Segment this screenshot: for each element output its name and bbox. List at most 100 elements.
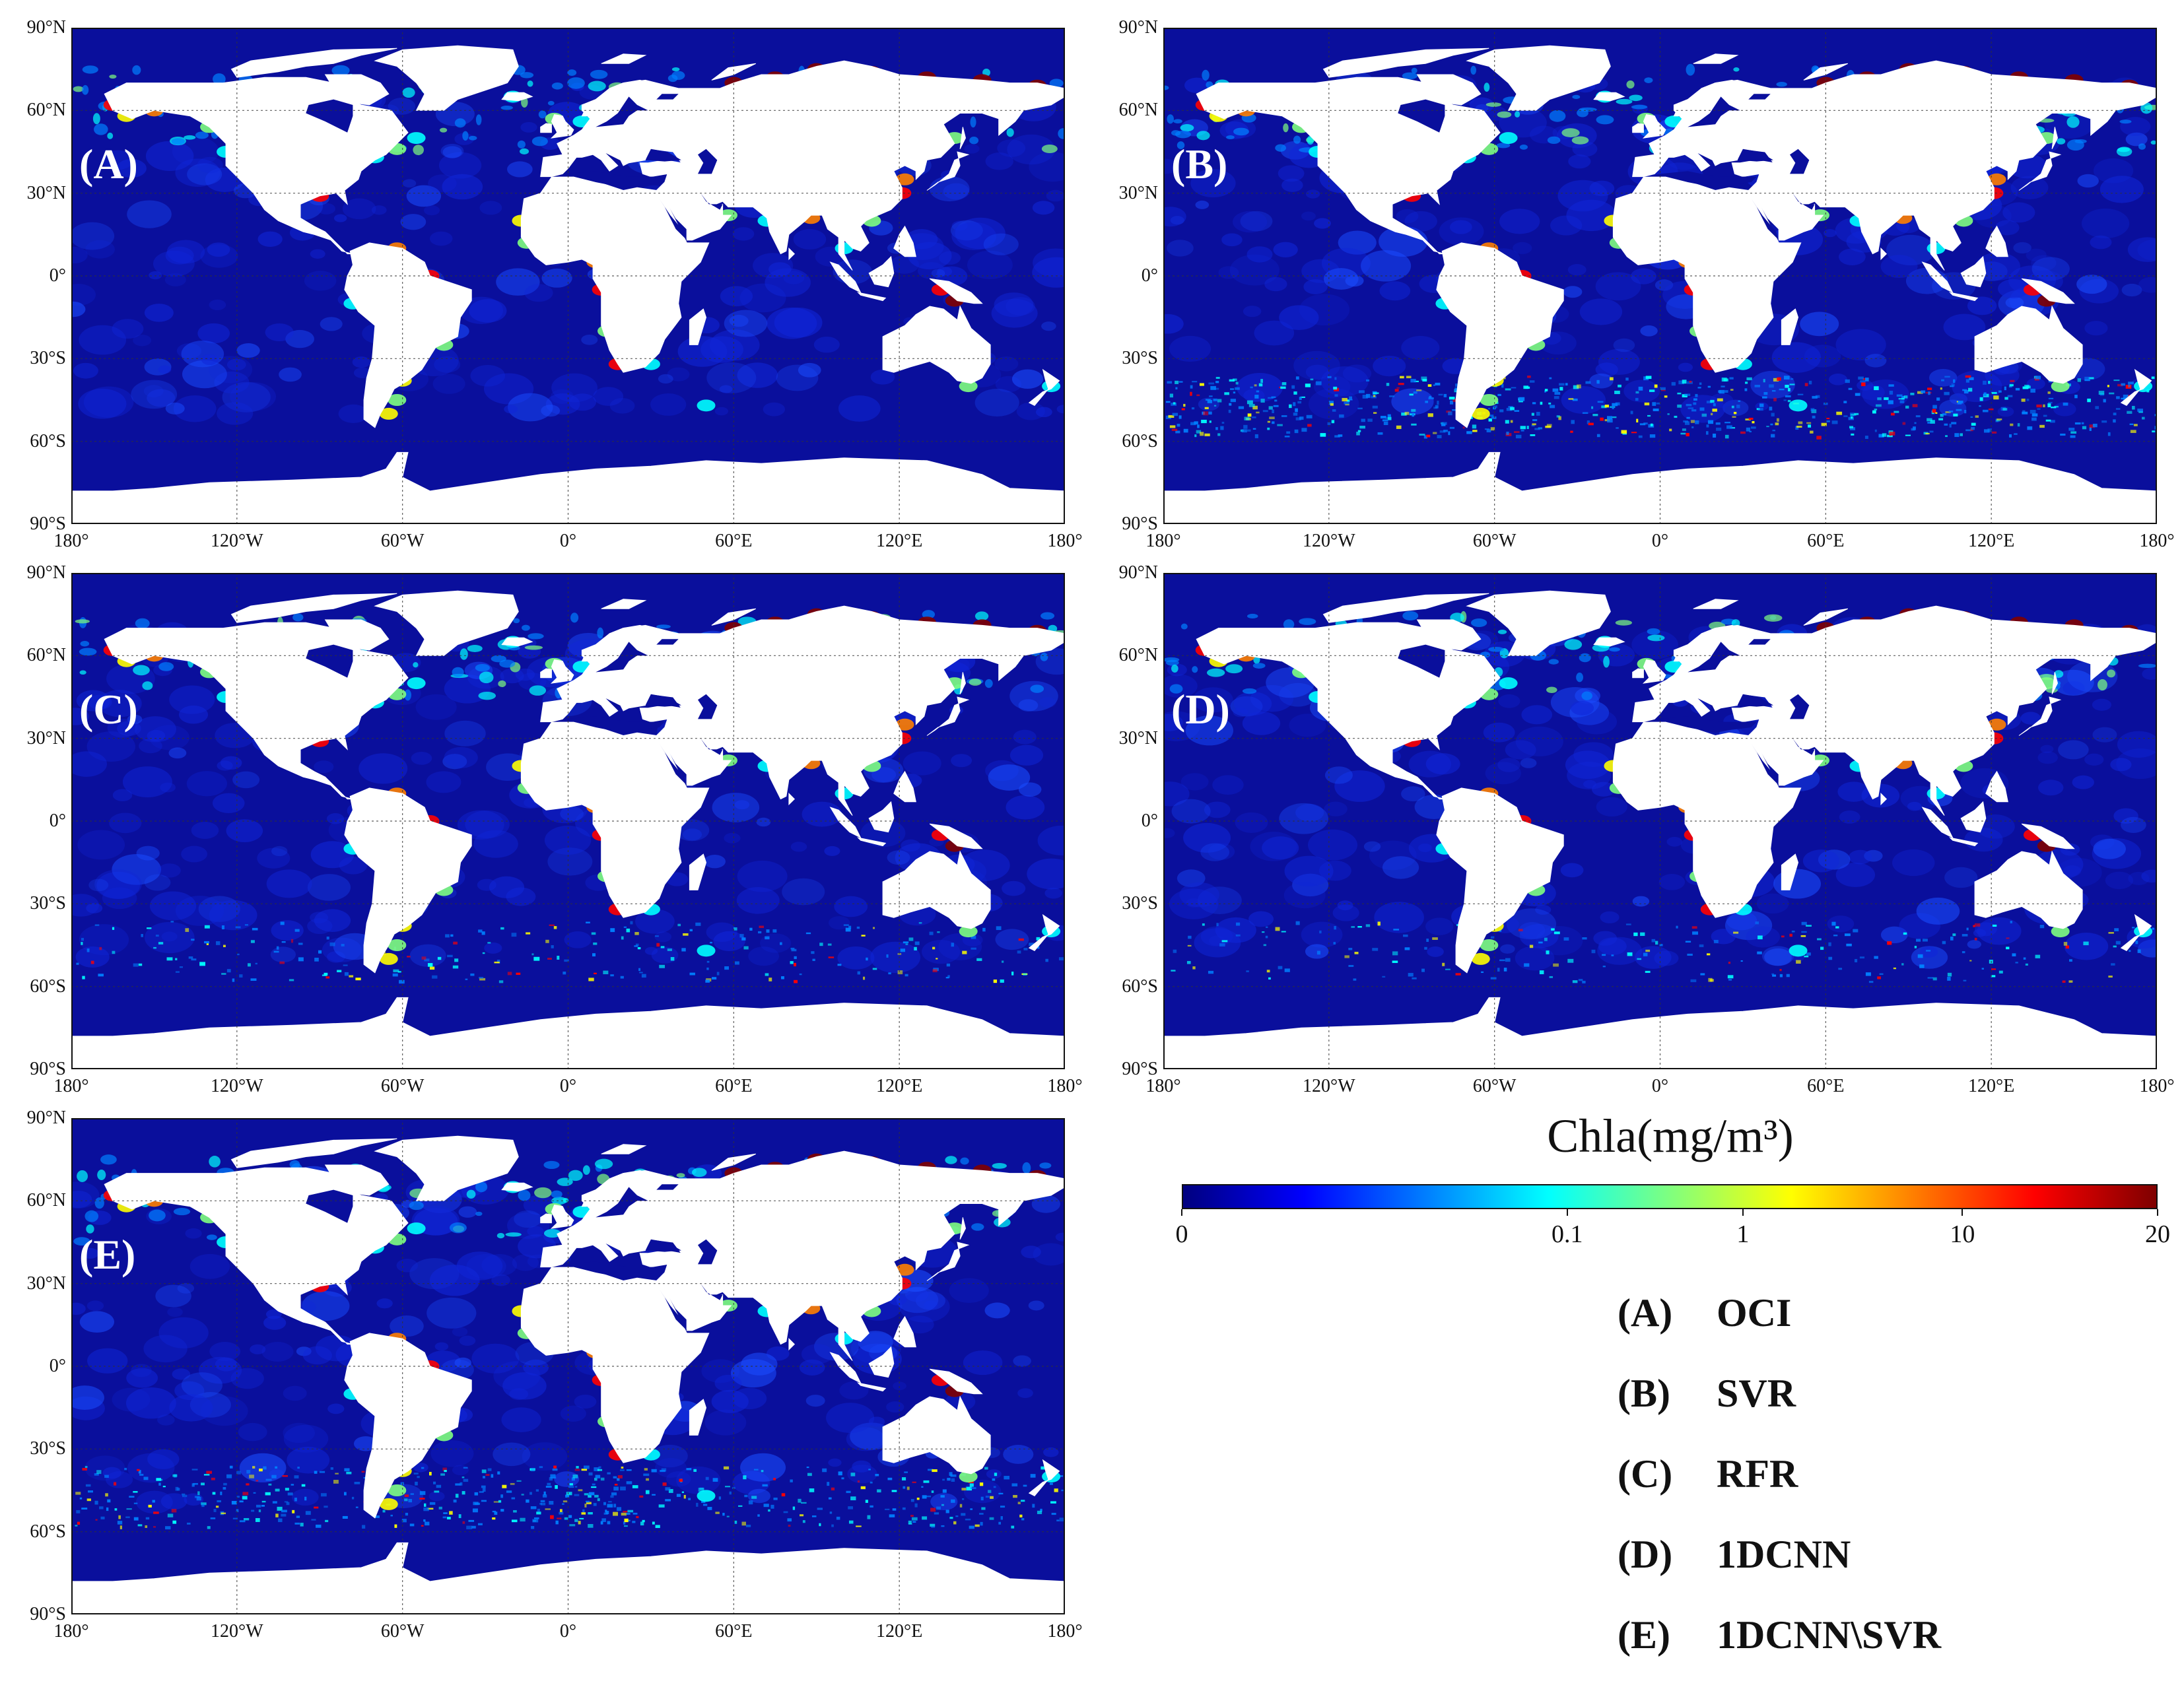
colorbar-tick-label: 0.1 xyxy=(1528,1220,1607,1249)
latitude-label: 60°N xyxy=(1100,645,1158,666)
longitude-label: 180° xyxy=(2111,531,2184,552)
legend-item: (C)RFR xyxy=(1618,1451,1941,1532)
longitude-label: 60°W xyxy=(357,531,449,552)
chla-map xyxy=(71,1118,1065,1614)
latitude-label: 30°S xyxy=(8,893,66,914)
longitude-label: 120°W xyxy=(1283,531,1375,552)
legend-item: (B)SVR xyxy=(1618,1371,1941,1451)
longitude-label: 180° xyxy=(1019,531,1111,552)
colorbar-tick-label: 20 xyxy=(2118,1220,2184,1249)
legend-name: RFR xyxy=(1717,1452,1798,1496)
map-panel-a: (A) xyxy=(71,28,1065,524)
longitude-label: 120°E xyxy=(1945,1076,2037,1097)
colorbar-tick-label: 0 xyxy=(1142,1220,1221,1249)
latitude-label: 60°S xyxy=(8,976,66,997)
longitude-label: 180° xyxy=(1117,531,1210,552)
colorbar-tick xyxy=(1181,1209,1182,1216)
longitude-label: 120°E xyxy=(853,1076,945,1097)
map-panel-d: (D) xyxy=(1163,573,2157,1069)
longitude-label: 60°E xyxy=(1779,1076,1872,1097)
longitude-label: 120°W xyxy=(191,531,283,552)
legend-item: (A)OCI xyxy=(1618,1290,1941,1371)
panel-letter: (B) xyxy=(1171,140,1227,189)
latitude-label: 60°N xyxy=(8,645,66,666)
latitude-label: 30°S xyxy=(8,348,66,369)
latitude-label: 90°N xyxy=(1100,17,1158,38)
legend-code: (E) xyxy=(1618,1612,1717,1658)
longitude-label: 120°W xyxy=(1283,1076,1375,1097)
colorbar-title: Chla(mg/m³) xyxy=(1175,1109,2166,1164)
longitude-label: 180° xyxy=(25,1076,118,1097)
legend-name: 1DCNN\SVR xyxy=(1717,1613,1941,1657)
latitude-label: 0° xyxy=(1100,811,1158,832)
latitude-label: 30°N xyxy=(1100,728,1158,749)
legend-name: 1DCNN xyxy=(1717,1533,1851,1576)
longitude-label: 60°E xyxy=(687,531,780,552)
latitude-label: 90°N xyxy=(1100,562,1158,583)
legend-code: (D) xyxy=(1618,1532,1717,1577)
legend-name: OCI xyxy=(1717,1291,1791,1335)
longitude-label: 60°W xyxy=(1449,531,1541,552)
longitude-label: 0° xyxy=(522,1621,615,1642)
latitude-label: 30°S xyxy=(1100,893,1158,914)
latitude-label: 60°S xyxy=(8,1521,66,1543)
latitude-label: 30°N xyxy=(8,1273,66,1294)
map-panel-e: (E) xyxy=(71,1118,1065,1614)
legend-name: SVR xyxy=(1717,1372,1796,1415)
longitude-label: 60°E xyxy=(1779,531,1872,552)
longitude-label: 60°E xyxy=(687,1076,780,1097)
latitude-label: 30°S xyxy=(8,1438,66,1459)
latitude-label: 60°S xyxy=(1100,431,1158,452)
colorbar-tick-label: 10 xyxy=(1923,1220,2002,1249)
colorbar-gradient xyxy=(1182,1184,2158,1209)
latitude-label: 30°S xyxy=(1100,348,1158,369)
longitude-label: 60°E xyxy=(687,1621,780,1642)
latitude-label: 60°S xyxy=(1100,976,1158,997)
latitude-label: 0° xyxy=(8,1356,66,1377)
longitude-label: 180° xyxy=(1019,1621,1111,1642)
latitude-label: 0° xyxy=(1100,265,1158,286)
longitude-label: 0° xyxy=(522,531,615,552)
panel-letter: (C) xyxy=(79,685,138,734)
latitude-label: 60°N xyxy=(1100,100,1158,121)
method-legend: (A)OCI (B)SVR (C)RFR (D)1DCNN (E)1DCNN\S… xyxy=(1618,1290,1941,1693)
colorbar-tick xyxy=(1567,1209,1568,1216)
latitude-label: 30°N xyxy=(8,728,66,749)
chla-map xyxy=(1163,28,2157,524)
latitude-label: 60°N xyxy=(8,100,66,121)
map-panel-b: (B) xyxy=(1163,28,2157,524)
longitude-label: 120°W xyxy=(191,1076,283,1097)
latitude-label: 60°S xyxy=(8,431,66,452)
longitude-label: 120°E xyxy=(1945,531,2037,552)
longitude-label: 0° xyxy=(1614,531,1707,552)
map-panel-c: (C) xyxy=(71,573,1065,1069)
colorbar-tick-label: 1 xyxy=(1703,1220,1783,1249)
colorbar-tick xyxy=(1742,1209,1744,1216)
latitude-label: 30°N xyxy=(1100,183,1158,204)
longitude-label: 120°E xyxy=(853,531,945,552)
panel-letter: (E) xyxy=(79,1230,135,1279)
chla-map xyxy=(71,573,1065,1069)
longitude-label: 60°W xyxy=(357,1076,449,1097)
longitude-label: 180° xyxy=(25,531,118,552)
longitude-label: 180° xyxy=(2111,1076,2184,1097)
panel-letter: (A) xyxy=(79,140,138,189)
longitude-label: 0° xyxy=(1614,1076,1707,1097)
latitude-label: 0° xyxy=(8,265,66,286)
longitude-label: 120°W xyxy=(191,1621,283,1642)
longitude-label: 60°W xyxy=(1449,1076,1541,1097)
latitude-label: 90°N xyxy=(8,1108,66,1129)
legend-code: (A) xyxy=(1618,1290,1717,1336)
longitude-label: 0° xyxy=(522,1076,615,1097)
chla-map xyxy=(71,28,1065,524)
longitude-label: 180° xyxy=(25,1621,118,1642)
latitude-label: 90°N xyxy=(8,17,66,38)
legend-code: (C) xyxy=(1618,1451,1717,1497)
colorbar-tick xyxy=(2157,1209,2158,1216)
latitude-label: 90°N xyxy=(8,562,66,583)
legend-code: (B) xyxy=(1618,1371,1717,1416)
chla-map xyxy=(1163,573,2157,1069)
longitude-label: 120°E xyxy=(853,1621,945,1642)
colorbar-tick xyxy=(1962,1209,1963,1216)
